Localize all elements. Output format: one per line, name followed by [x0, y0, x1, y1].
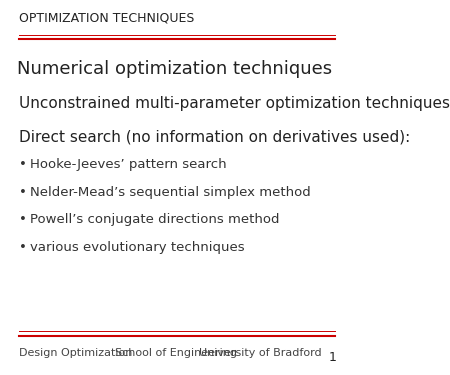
Text: Design Optimization: Design Optimization [19, 348, 133, 358]
Text: Nelder-Mead’s sequential simplex method: Nelder-Mead’s sequential simplex method [30, 186, 310, 199]
Text: School of Engineering: School of Engineering [115, 348, 237, 358]
Text: Numerical optimization techniques: Numerical optimization techniques [17, 60, 332, 78]
Text: Hooke-Jeeves’ pattern search: Hooke-Jeeves’ pattern search [30, 159, 226, 171]
Text: 1: 1 [328, 351, 336, 364]
Text: •: • [19, 241, 27, 254]
Text: OPTIMIZATION TECHNIQUES: OPTIMIZATION TECHNIQUES [19, 11, 194, 24]
Text: •: • [19, 213, 27, 226]
Text: University of Bradford: University of Bradford [199, 348, 321, 358]
Text: •: • [19, 186, 27, 199]
Text: Direct search (no information on derivatives used):: Direct search (no information on derivat… [19, 129, 410, 144]
Text: Unconstrained multi-parameter optimization techniques: Unconstrained multi-parameter optimizati… [19, 96, 450, 111]
Text: various evolutionary techniques: various evolutionary techniques [30, 241, 244, 254]
Text: •: • [19, 159, 27, 171]
Text: Powell’s conjugate directions method: Powell’s conjugate directions method [30, 213, 279, 226]
